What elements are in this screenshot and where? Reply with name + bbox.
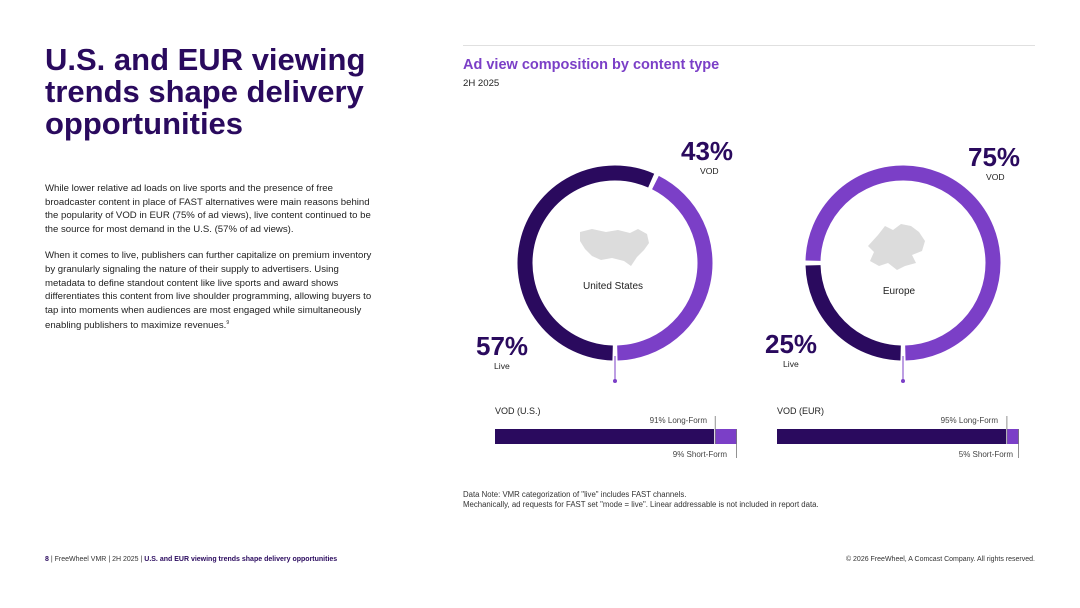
eu-vod-arc (805, 165, 1001, 361)
bar-anno-eu-short: 5% Short-Form (958, 450, 1013, 459)
us-vod-arc (617, 175, 713, 361)
footer-page-number: 8 (45, 556, 49, 563)
data-note-line-1: Data Note: VMR categorization of "live" … (463, 490, 687, 499)
donut-europe (805, 165, 1001, 361)
footer-copyright: © 2026 FreeWheel, A Comcast Company. All… (845, 556, 1035, 563)
footer-brand: FreeWheel VMR (54, 556, 107, 563)
chart-subtitle: 2H 2025 (463, 78, 500, 89)
us-region-label: United States (582, 281, 644, 292)
data-note-line-2: Mechanically, ad requests for FAST set "… (463, 500, 819, 509)
bar-track-eu (777, 429, 1019, 444)
footnote-marker: 9 (226, 320, 230, 327)
leader-dot-us (613, 379, 617, 383)
bar-anno-us-long: 91% Long-Form (649, 416, 707, 425)
eu-vod-label: VOD (986, 172, 1005, 182)
us-live-arc (517, 165, 655, 361)
eu-live-pct-label: 25% (765, 329, 818, 359)
footer-period: 2H 2025 (112, 556, 139, 563)
us-map-icon (580, 229, 649, 266)
eu-live-label: Live (783, 359, 799, 369)
bar-segment-us-short-form (715, 429, 737, 444)
bar-title-eu: VOD (EUR) (777, 406, 824, 416)
chart-title: Ad view composition by content type (463, 57, 720, 73)
bar-segment-eu-long-form (777, 429, 1006, 444)
eu-vod-pct-label: 75% (968, 142, 1021, 172)
body-copy: While lower relative ad loads on live sp… (45, 182, 375, 346)
donut-us (517, 165, 713, 361)
bar-anno-eu-long: 95% Long-Form (940, 416, 998, 425)
eu-live-arc (805, 264, 902, 361)
top-divider (463, 45, 1035, 46)
footer-sep-1: | (50, 556, 55, 563)
bar-anno-us-short: 9% Short-Form (672, 450, 727, 459)
body-paragraph-2: When it comes to live, publishers can fu… (45, 249, 375, 333)
leader-dot-eu (901, 379, 905, 383)
footer-left: 8 | FreeWheel VMR | 2H 2025 | U.S. and E… (45, 556, 337, 563)
bar-segment-eu-short-form (1006, 429, 1019, 444)
bar-segment-us-long-form (495, 429, 715, 444)
footer-sep-2: | (108, 556, 113, 563)
footer-section: U.S. and EUR viewing trends shape delive… (144, 556, 338, 563)
eu-region-label: Europe (882, 286, 916, 297)
bar-title-us: VOD (U.S.) (495, 406, 541, 416)
europe-map-icon (868, 224, 925, 270)
page-title: U.S. and EUR viewing trends shape delive… (45, 42, 366, 141)
body-paragraph-1: While lower relative ad loads on live sp… (45, 183, 371, 235)
data-note: Data Note: VMR categorization of "live" … (463, 490, 819, 510)
bar-track-us (495, 429, 737, 444)
footer-sep-3: | (140, 556, 145, 563)
us-live-label: Live (494, 361, 510, 371)
us-vod-label: VOD (700, 166, 719, 176)
us-live-pct-label: 57% (476, 331, 529, 361)
us-vod-pct-label: 43% (681, 136, 734, 166)
body-paragraph-2-text: When it comes to live, publishers can fu… (45, 250, 372, 332)
